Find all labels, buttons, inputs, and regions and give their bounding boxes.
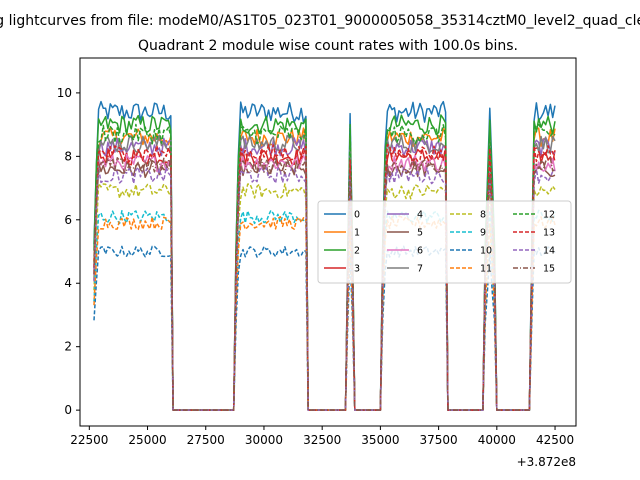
y-axis-ticks: 0 2 4 6 8 10 (57, 86, 80, 417)
x-tick-label: 25000 (128, 433, 166, 447)
series-line-15 (93, 157, 556, 411)
y-tick-label: 0 (64, 403, 72, 417)
chart-title: Quadrant 2 module wise count rates with … (138, 38, 518, 54)
legend-label: 14 (543, 246, 555, 257)
legend-label: 9 (480, 228, 486, 239)
legend-label: 11 (480, 264, 492, 275)
legend-label: 7 (417, 264, 423, 275)
x-tick-label: 32500 (303, 433, 341, 447)
x-tick-label: 37500 (420, 433, 458, 447)
legend-label: 10 (480, 246, 492, 257)
x-tick-label: 42500 (536, 433, 574, 447)
legend-box (317, 200, 572, 284)
figure-suptitle: Plotting lightcurves from file: modeM0/A… (0, 13, 640, 29)
x-axis-offset-label: +3.872e8 (517, 455, 576, 469)
x-tick-label: 30000 (245, 433, 283, 447)
y-tick-label: 10 (57, 86, 72, 100)
x-tick-label: 40000 (478, 433, 516, 447)
axes-frame (79, 57, 577, 427)
x-axis-ticks: 22500 25000 27500 30000 32500 35000 37500 40000… (70, 426, 574, 447)
legend-label: 15 (543, 264, 555, 275)
y-tick-label: 2 (64, 340, 72, 354)
legend-label: 5 (417, 228, 423, 239)
legend-label: 12 (543, 210, 555, 221)
legend-label: 8 (480, 210, 486, 221)
y-tick-label: 4 (64, 276, 72, 290)
legend-label: 2 (354, 246, 360, 257)
legend-label: 4 (417, 210, 423, 221)
legend-label: 0 (354, 210, 360, 221)
legend-label: 6 (417, 246, 423, 257)
plot-lines (93, 100, 556, 411)
y-tick-label: 6 (64, 213, 72, 227)
legend-label: 1 (354, 228, 360, 239)
legend-label: 13 (543, 228, 555, 239)
x-tick-label: 27500 (187, 433, 225, 447)
x-tick-label: 22500 (70, 433, 108, 447)
y-tick-label: 8 (64, 149, 72, 163)
x-tick-label: 35000 (361, 433, 399, 447)
legend-label: 3 (354, 264, 360, 275)
